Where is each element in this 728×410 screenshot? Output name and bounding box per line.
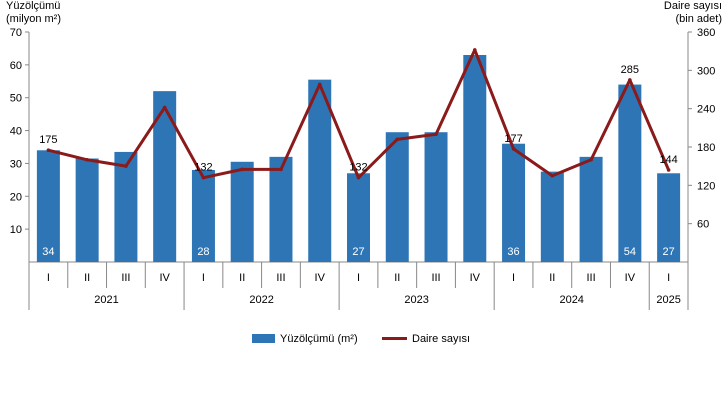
line-path	[48, 48, 670, 180]
right-tick-label: 360	[697, 27, 715, 39]
x-category-label: I	[512, 272, 515, 284]
bar	[463, 55, 487, 262]
left-axis-title-line2: (milyon m²)	[6, 13, 61, 25]
bar	[153, 91, 177, 263]
left-tick-label: 10	[10, 224, 22, 236]
x-category-label: II	[239, 272, 245, 284]
line-data-label: 144	[659, 154, 677, 166]
bar	[618, 84, 642, 262]
line-point	[589, 157, 593, 162]
left-tick-label: 20	[10, 191, 22, 203]
line-point	[395, 137, 400, 142]
line-point	[472, 48, 477, 52]
bar	[502, 143, 526, 262]
x-category-label: III	[121, 272, 130, 284]
x-category-label: III	[587, 272, 596, 284]
legend-line-label: Daire sayısı	[412, 333, 470, 345]
x-year-label: 2022	[249, 294, 273, 306]
x-category-label: II	[84, 272, 90, 284]
line-data-label: 177	[504, 133, 522, 145]
line-data-label: 175	[39, 134, 57, 146]
x-year-label: 2021	[94, 294, 118, 306]
x-category-label: II	[394, 272, 400, 284]
bar	[308, 79, 332, 263]
line-point	[162, 105, 167, 110]
x-category-label: IV	[159, 272, 170, 284]
left-axis-ticks: 10 20 30 40 50 60 70	[10, 27, 29, 236]
bar	[230, 161, 254, 262]
x-category-label: III	[431, 272, 440, 284]
left-axis-title-line1: Yüzölçümü	[6, 0, 60, 12]
line-point	[317, 82, 322, 87]
line-point	[201, 175, 206, 180]
bar-data-label: 54	[624, 246, 636, 258]
bar	[540, 171, 564, 262]
x-category-label: I	[47, 272, 50, 284]
right-tick-label: 240	[697, 104, 715, 116]
right-tick-label: 120	[697, 180, 715, 192]
x-year-label: 2023	[404, 294, 428, 306]
legend: Yüzölçümü (m²) Daire sayısı	[252, 333, 470, 345]
line-point	[124, 164, 128, 168]
line-point	[666, 168, 671, 172]
line-point	[550, 173, 555, 178]
x-category-label: I	[357, 272, 360, 284]
bar	[657, 173, 681, 262]
bar	[269, 156, 293, 262]
bar	[385, 132, 409, 262]
line-point	[46, 148, 51, 152]
bar	[36, 150, 60, 262]
bar-data-label: 28	[197, 246, 209, 258]
left-tick-label: 70	[10, 27, 22, 39]
bar-data-label: 27	[352, 246, 364, 258]
right-tick-label: 180	[697, 142, 715, 154]
bar	[114, 151, 138, 262]
bar	[347, 173, 370, 262]
legend-bar-label: Yüzölçümü (m²)	[280, 333, 358, 345]
x-category-label: IV	[470, 272, 481, 284]
right-tick-label: 300	[697, 65, 715, 77]
x-category-label: I	[667, 272, 670, 284]
line-point	[628, 78, 632, 82]
x-year-label: 2025	[656, 294, 680, 306]
left-tick-label: 30	[10, 158, 22, 170]
x-category-label: IV	[315, 272, 326, 284]
line-point	[85, 157, 89, 162]
right-axis-ticks: 60 120 180 240 300 360	[688, 27, 715, 231]
line-point	[240, 167, 245, 172]
bar	[75, 158, 99, 262]
bar-data-label: 27	[662, 246, 674, 258]
right-axis-title-line2: (bin adet)	[676, 13, 722, 25]
x-category-label: III	[276, 272, 285, 284]
line-data-label: 285	[621, 64, 639, 76]
bar-data-label: 36	[507, 246, 519, 258]
line-point	[356, 175, 361, 180]
line-series: 175 132 132 177 285 144	[39, 48, 678, 180]
bar-data-label: 34	[42, 246, 54, 258]
line-data-label: 132	[194, 162, 212, 174]
bar	[579, 156, 603, 262]
legend-bar-swatch	[252, 334, 275, 343]
line-data-label: 132	[349, 162, 367, 174]
bar-series: 34 28 27 36 54 27	[36, 55, 681, 263]
right-axis-title-line1: Daire sayısı	[664, 0, 722, 12]
x-category-label: II	[549, 272, 555, 284]
line-point	[434, 132, 438, 137]
line-point	[279, 167, 283, 172]
left-tick-label: 50	[10, 93, 22, 105]
bar	[191, 170, 215, 262]
bar	[424, 132, 448, 262]
left-tick-label: 40	[10, 126, 22, 138]
line-point	[511, 147, 516, 151]
x-category-label: I	[202, 272, 205, 284]
x-category-label: IV	[625, 272, 636, 284]
x-year-label: 2024	[559, 294, 583, 306]
left-tick-label: 60	[10, 60, 22, 72]
right-tick-label: 60	[697, 219, 709, 231]
